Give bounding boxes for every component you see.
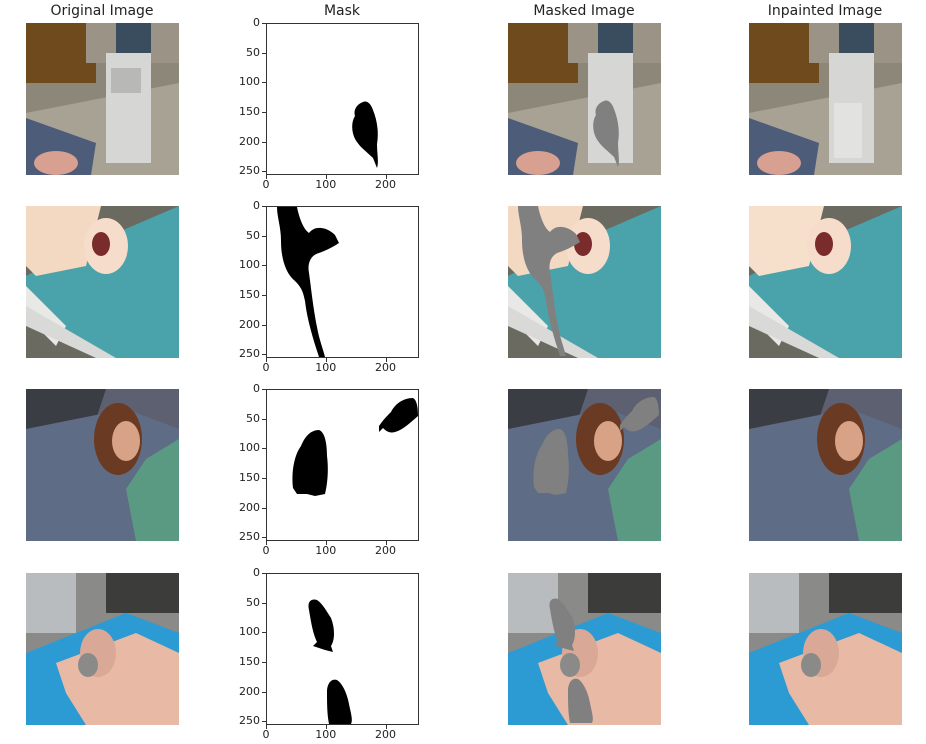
mask-y-tick-label: 100 bbox=[239, 258, 260, 272]
mask-y-tick-label: 0 bbox=[253, 199, 260, 212]
mask-x-tick-label: 100 bbox=[315, 728, 337, 741]
mask-x-tick-mark bbox=[385, 175, 387, 179]
mask-y-tick-label: 0 bbox=[253, 566, 260, 579]
mask-y-tick-label: 150 bbox=[239, 288, 260, 302]
mask-x-tick-label: 200 bbox=[375, 361, 397, 374]
mask-y-tick-label: 250 bbox=[239, 164, 260, 178]
mask-y-tick-mark bbox=[262, 52, 266, 54]
mask-y-tick-mark bbox=[262, 206, 266, 207]
mask-y-tick-mark bbox=[262, 171, 266, 173]
mask-y-tick-label: 150 bbox=[239, 105, 260, 119]
mask-x-tick-label: 200 bbox=[375, 178, 397, 191]
mask-x-tick-mark bbox=[266, 541, 267, 545]
mask-y-tick-mark bbox=[262, 507, 266, 509]
mask-y-tick-label: 200 bbox=[239, 317, 260, 331]
mask-x-tick-mark bbox=[385, 541, 387, 545]
mask-x-tick-mark bbox=[266, 725, 267, 729]
mask-y-tick-mark bbox=[262, 235, 266, 237]
mask-y-tick-mark bbox=[262, 112, 266, 114]
mask-x-tick-mark bbox=[325, 541, 327, 545]
mask-plot-2 bbox=[266, 206, 419, 358]
mask-x-tick-mark bbox=[325, 725, 327, 729]
mask-x-tick-mark bbox=[385, 358, 387, 362]
mask-x-tick-label: 0 bbox=[262, 361, 270, 374]
mask-y-tick-mark bbox=[262, 602, 266, 604]
mask-x-tick-label: 200 bbox=[375, 544, 397, 557]
mask-y-tick-mark bbox=[262, 418, 266, 420]
inpainted-image-3 bbox=[749, 389, 902, 541]
mask-y-tick-label: 150 bbox=[239, 471, 260, 485]
mask-y-tick-label: 250 bbox=[239, 714, 260, 728]
original-image-1 bbox=[26, 23, 179, 175]
mask-y-tick-label: 200 bbox=[239, 500, 260, 514]
mask-y-tick-mark bbox=[262, 662, 266, 664]
original-image-4 bbox=[26, 573, 179, 725]
mask-x-tick-mark bbox=[266, 175, 267, 179]
mask-y-tick-label: 100 bbox=[239, 75, 260, 89]
mask-y-tick-label: 50 bbox=[246, 411, 260, 425]
mask-y-tick-mark bbox=[262, 82, 266, 84]
mask-y-tick-mark bbox=[262, 265, 266, 267]
mask-x-tick-label: 0 bbox=[262, 178, 270, 191]
mask-y-tick-mark bbox=[262, 448, 266, 450]
mask-y-tick-mark bbox=[262, 537, 266, 539]
mask-y-tick-label: 50 bbox=[246, 595, 260, 609]
mask-x-tick-label: 100 bbox=[315, 361, 337, 374]
mask-y-tick-label: 150 bbox=[239, 655, 260, 669]
mask-y-tick-mark bbox=[262, 691, 266, 693]
mask-y-tick-mark bbox=[262, 324, 266, 326]
original-image-2 bbox=[26, 206, 179, 358]
mask-y-tick-mark bbox=[262, 295, 266, 297]
mask-y-tick-label: 100 bbox=[239, 625, 260, 639]
mask-plot-4 bbox=[266, 573, 419, 725]
original-image-3 bbox=[26, 389, 179, 541]
inpainted-image-4 bbox=[749, 573, 902, 725]
masked-image-2 bbox=[508, 206, 661, 358]
mask-x-tick-label: 200 bbox=[375, 728, 397, 741]
mask-x-tick-label: 0 bbox=[262, 544, 270, 557]
inpainted-image-1 bbox=[749, 23, 902, 175]
mask-y-tick-label: 200 bbox=[239, 684, 260, 698]
mask-y-tick-label: 50 bbox=[246, 45, 260, 59]
mask-y-tick-label: 0 bbox=[253, 382, 260, 395]
title-original: Original Image bbox=[50, 3, 154, 19]
inpainted-image-2 bbox=[749, 206, 902, 358]
mask-y-tick-mark bbox=[262, 632, 266, 634]
mask-y-tick-mark bbox=[262, 478, 266, 480]
mask-x-tick-label: 100 bbox=[315, 178, 337, 191]
mask-plot-3 bbox=[266, 389, 419, 541]
mask-y-tick-label: 50 bbox=[246, 228, 260, 242]
title-mask: Mask bbox=[323, 3, 361, 19]
mask-y-tick-mark bbox=[262, 141, 266, 143]
mask-y-tick-label: 100 bbox=[239, 441, 260, 455]
mask-x-tick-label: 100 bbox=[315, 544, 337, 557]
mask-y-tick-mark bbox=[262, 573, 266, 574]
mask-y-tick-label: 200 bbox=[239, 134, 260, 148]
mask-x-tick-mark bbox=[325, 358, 327, 362]
mask-y-tick-mark bbox=[262, 23, 266, 24]
mask-y-tick-mark bbox=[262, 354, 266, 356]
mask-y-tick-label: 250 bbox=[239, 530, 260, 544]
mask-x-tick-mark bbox=[325, 175, 327, 179]
mask-x-tick-label: 0 bbox=[262, 728, 270, 741]
masked-image-3 bbox=[508, 389, 661, 541]
mask-y-tick-mark bbox=[262, 721, 266, 723]
masked-image-1 bbox=[508, 23, 661, 175]
mask-plot-1 bbox=[266, 23, 419, 175]
mask-y-tick-mark bbox=[262, 389, 266, 390]
mask-x-tick-mark bbox=[385, 725, 387, 729]
mask-y-tick-label: 250 bbox=[239, 347, 260, 361]
title-masked: Masked Image bbox=[533, 3, 635, 19]
masked-image-4 bbox=[508, 573, 661, 725]
title-inpainted: Inpainted Image bbox=[767, 3, 883, 19]
mask-y-tick-label: 0 bbox=[253, 16, 260, 29]
mask-x-tick-mark bbox=[266, 358, 267, 362]
